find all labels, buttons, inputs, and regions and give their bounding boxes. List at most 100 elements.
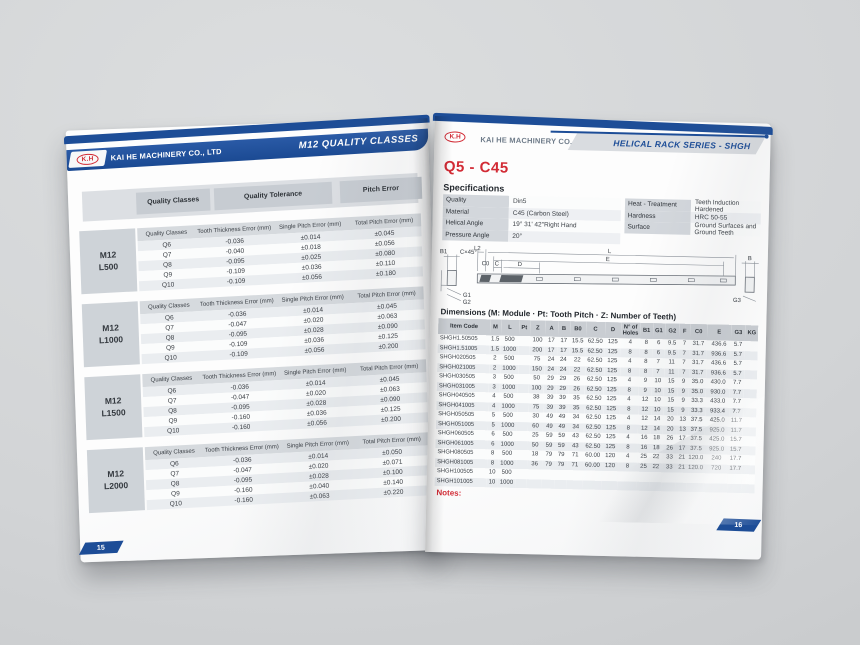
dimensions-cell: 62.50	[587, 348, 603, 355]
dimensions-grid: Item Code M L Pt Z A B B0 C D N° of Holes B1 G1 G2 F C0…	[434, 318, 759, 494]
dimensions-cell: 8	[644, 339, 649, 346]
dimensions-cell	[617, 481, 637, 491]
dimensions-cell: 436.6	[710, 360, 727, 367]
dimensions-cell: 125	[606, 405, 617, 412]
dimensions-cell: 20	[666, 416, 674, 423]
dimensions-cell	[676, 482, 687, 492]
dim-label-l2: L2	[474, 246, 481, 252]
dimensions-cell: 59	[557, 442, 565, 449]
dimensions-cell: 425.0	[709, 436, 725, 443]
dimensions-cell	[567, 480, 583, 490]
dimensions-cell: 15	[667, 387, 675, 395]
dimensions-cell: 60.00	[585, 452, 601, 459]
dimensions-cell: 50	[533, 375, 541, 382]
dimensions-cell: 11.7	[730, 417, 743, 425]
dimensions-cell: 100	[532, 337, 543, 344]
dimensions-cell: 15.7	[729, 446, 742, 453]
specifications-heading: Specifications	[443, 182, 505, 194]
dimensions-cell	[617, 471, 637, 481]
dimensions-cell: SHGH041005	[438, 401, 475, 409]
dimensions-cell: 26	[573, 385, 581, 392]
quality-table-block: M12 L1000 Quality Classes Tooth Thickness E…	[81, 286, 426, 368]
dimensions-cell: 1000	[501, 384, 516, 391]
dimensions-cell: 17.7	[729, 455, 742, 463]
dimensions-cell: SHGH081005	[437, 458, 474, 466]
model-name: M12	[99, 249, 117, 261]
dimensions-cell: 35.0	[691, 378, 704, 386]
dimensions-cell: 17	[678, 435, 686, 442]
page-number: 16	[734, 521, 743, 529]
quality-header-band: Quality Classes Quality Tolerance Pitch …	[81, 172, 423, 222]
dimensions-cell: 1000	[500, 422, 515, 429]
dimensions-cell: 12	[641, 415, 648, 422]
table-cell: Q10	[166, 426, 180, 435]
dim-label-b: B	[748, 256, 752, 262]
dimensions-cell: 16	[640, 434, 648, 441]
dimensions-cell: 35	[572, 395, 580, 402]
dimensions-cell: SHGH1.50505	[439, 335, 478, 343]
dimensions-cell: 37.5	[690, 445, 702, 452]
dimensions-cell: 5	[491, 421, 495, 428]
table-cell: Q10	[161, 280, 175, 289]
dimensions-cell: 62.50	[586, 386, 602, 393]
dimensions-cell	[602, 471, 618, 481]
dimensions-cell	[582, 470, 602, 480]
technical-drawing: L2 L E C0 C D B1 C×45° G1 G2 B G3	[437, 244, 762, 311]
dimensions-cell: 26	[666, 444, 674, 452]
dimensions-cell: 12	[641, 406, 649, 413]
specifications-table: Quality Din5 Material C45 (Carbon Steel) Hel…	[442, 194, 762, 249]
dim-label-g1: G1	[463, 293, 472, 299]
page-left: K.H KAI HE MACHINERY CO., LTD M12 QUALIT…	[63, 114, 443, 563]
spec-label: Pressure Angle	[442, 228, 509, 242]
dimensions-cell: 29	[547, 375, 554, 382]
dimensions-cell: 7	[682, 350, 686, 357]
dimensions-cell: 21	[678, 454, 686, 461]
dimensions-cell: 4	[491, 402, 496, 409]
page-right: K.H KAI HE MACHINERY CO., LTD HELICAL RA…	[425, 112, 773, 560]
dimensions-cell: 15	[667, 397, 675, 404]
dimensions-cell: 436.6	[711, 341, 727, 348]
dimensions-cell	[526, 479, 542, 489]
dimensions-cell: 7.7	[732, 398, 742, 406]
dimensions-cell: 11.7	[730, 427, 742, 434]
dimensions-cell: 37.5	[690, 416, 703, 424]
dimensions-cell: 125	[607, 348, 618, 355]
dimensions-column-header: B1	[640, 322, 653, 340]
dimensions-cell: 62.50	[587, 357, 603, 364]
dimensions-column-header: Pt	[518, 319, 531, 337]
dimensions-cell	[744, 379, 757, 389]
dimensions-cell: 2	[492, 364, 497, 371]
dimensions-cell: 39	[559, 394, 566, 402]
dimensions-cell	[554, 470, 567, 480]
dimensions-cell: 59	[558, 432, 566, 440]
dimensions-cell: 5	[491, 412, 496, 419]
dimensions-cell: 7	[682, 369, 686, 376]
rack-drawing: L2 L E C0 C D B1 C×45° G1 G2 B G3	[440, 246, 759, 306]
dimensions-cell	[727, 483, 742, 493]
dimensions-cell	[743, 455, 756, 465]
dimensions-cell: 7	[656, 368, 660, 375]
dimensions-cell: 7.7	[732, 408, 741, 415]
dimensions-cell: 120.0	[687, 464, 704, 471]
dimensions-cell	[517, 374, 529, 384]
dimensions-cell: 8	[644, 358, 648, 365]
dimensions-cell: 5.7	[733, 360, 742, 368]
model-name: M12	[102, 322, 120, 334]
dimensions-cell: 33.3	[691, 397, 703, 405]
dimensions-cell: SHGH1.51005	[439, 344, 478, 352]
dimensions-column-header: D	[605, 321, 621, 339]
quality-table: Quality Classes Tooth Thickness Error (mm…	[139, 286, 426, 365]
dimensions-cell: 125	[605, 433, 616, 441]
dimensions-cell: 18	[531, 451, 539, 458]
dimensions-cell: SHGH100505	[436, 468, 474, 475]
dimensions-cell: 8	[490, 459, 495, 466]
dimensions-cell: 7.7	[732, 389, 742, 396]
dimensions-cell: 100	[531, 384, 542, 392]
spec-row: Surface Ground Surfaces and Ground Teeth	[624, 221, 761, 237]
dimensions-cell: 4	[492, 393, 496, 400]
dimensions-cell: 4	[627, 396, 631, 403]
dimensions-cell	[743, 427, 756, 437]
dimensions-cell: 1000	[502, 365, 516, 372]
dimensions-cell: 62.50	[585, 433, 601, 440]
dimensions-cell: 930.0	[710, 388, 726, 396]
